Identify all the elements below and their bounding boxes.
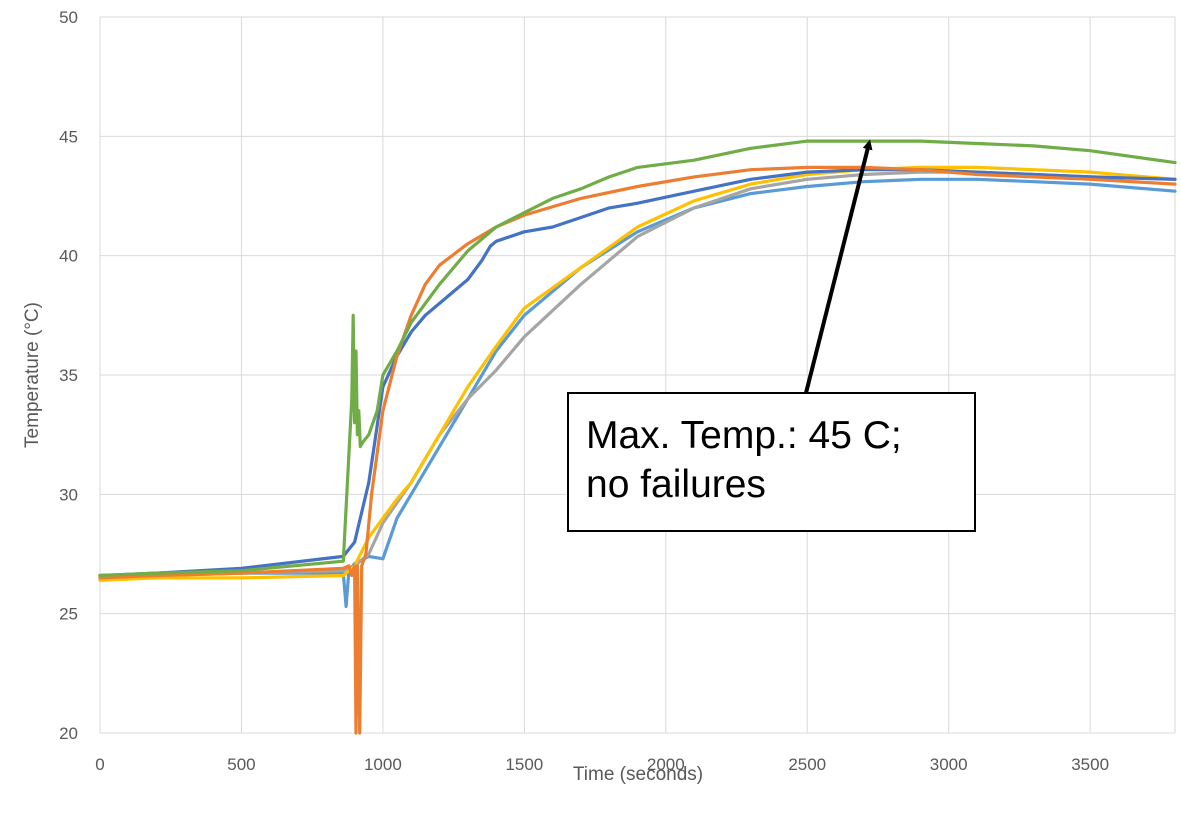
annotation-arrow (804, 139, 873, 394)
y-tick-label: 30 (59, 485, 78, 504)
x-axis-title: Time (seconds) (573, 764, 703, 785)
x-tick-label: 2500 (788, 755, 826, 774)
annotation-line-1: Max. Temp.: 45 C; (586, 414, 902, 457)
x-tick-label: 3500 (1071, 755, 1109, 774)
series-layer (98, 139, 1177, 735)
x-tick-label: 1500 (505, 755, 543, 774)
x-tick-label: 1000 (364, 755, 402, 774)
y-tick-label: 50 (59, 8, 78, 27)
series-line-6 (98, 139, 1177, 578)
y-tick-labels: 20 25 30 35 40 45 50 (59, 8, 78, 743)
annotation-line-2: no failures (586, 462, 766, 506)
x-tick-label: 2000 (647, 755, 685, 774)
y-tick-label: 35 (59, 366, 78, 385)
y-tick-label: 40 (59, 247, 78, 266)
y-tick-label: 25 (59, 605, 78, 624)
gridlines (99, 16, 1176, 734)
x-tick-label: 3000 (930, 755, 968, 774)
y-tick-label: 45 (59, 127, 78, 146)
series-line-5 (98, 165, 1177, 735)
y-axis-title: Temperature (°C) (22, 302, 43, 448)
annotation-box: Max. Temp.: 45 C; no failures (567, 392, 976, 532)
x-tick-labels: 0 500 1000 1500 2000 2500 3000 3500 (95, 755, 1109, 774)
series-line-1 (98, 177, 1177, 609)
x-tick-label: 0 (95, 755, 104, 774)
x-tick-label: 500 (227, 755, 255, 774)
y-tick-label: 20 (59, 724, 78, 743)
